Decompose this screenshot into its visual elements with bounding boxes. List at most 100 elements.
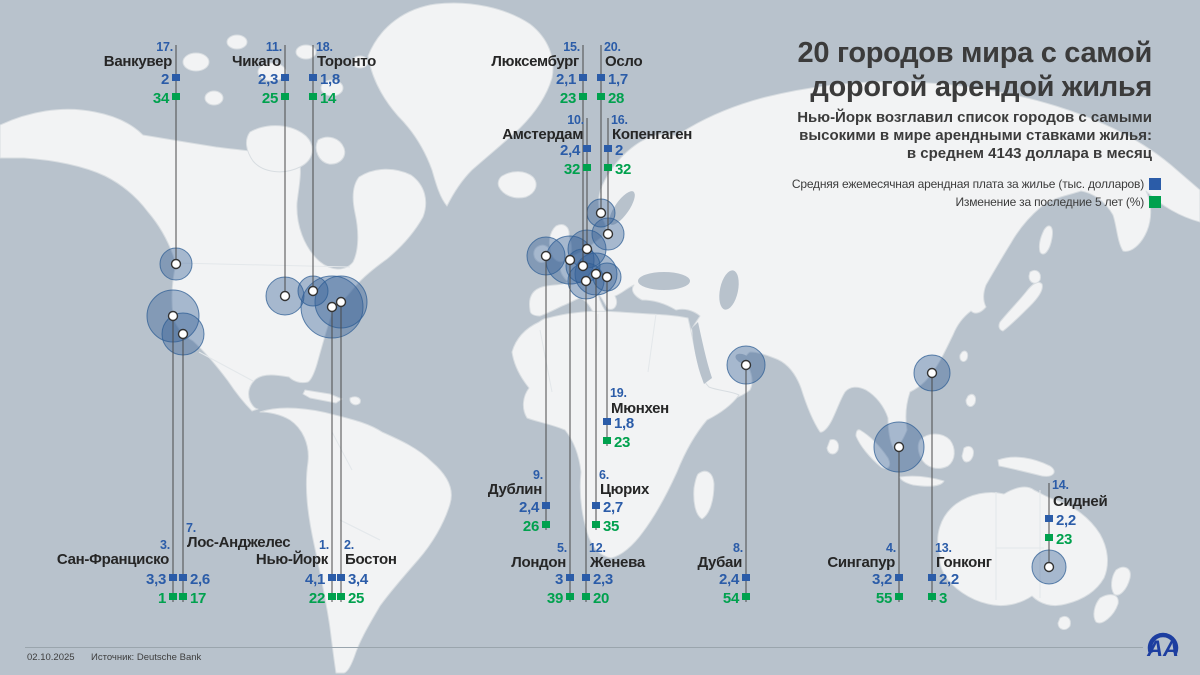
rent-marker [583, 145, 591, 152]
rent-marker [603, 418, 611, 425]
new-zealand-south-shape [1093, 594, 1119, 624]
city-change-value: 26 [522, 518, 539, 535]
page-title: 20 городов мира с самой дорогой арендой … [797, 36, 1153, 104]
arctic-island-shape [257, 62, 287, 82]
legend: Средняя ежемесячная арендная плата за жи… [792, 177, 1161, 214]
city-center-dot [577, 260, 589, 272]
source-credit: Источник: Deutsche Bank [91, 652, 202, 663]
footer-divider [25, 647, 1143, 648]
city-center-dot [601, 271, 613, 283]
city-name: Лос-Анджелес [187, 534, 291, 551]
rent-marker [172, 74, 180, 81]
city-change-value: 23 [559, 90, 576, 107]
city-name: Мюнхен [611, 400, 669, 417]
city-change-value: 28 [608, 90, 625, 107]
city-rank: 17. [156, 40, 173, 54]
change-marker [592, 521, 600, 528]
rent-marker [179, 574, 187, 581]
sri-lanka-shape [826, 439, 839, 455]
city-center-dot [1043, 561, 1055, 573]
city-center-dot [307, 285, 319, 297]
city-change-value: 25 [348, 590, 365, 607]
city-change-value: 14 [320, 90, 337, 107]
city-center-dot [177, 328, 189, 340]
rent-marker [309, 74, 317, 81]
city-rent-value: 3 [554, 571, 563, 588]
city-rank: 5. [556, 541, 567, 555]
red-sea-shape [692, 322, 712, 384]
change-marker [603, 437, 611, 444]
greenland-shape [367, 2, 554, 207]
city-rank: 18. [316, 40, 333, 54]
city-rent-value: 2,3 [593, 571, 613, 588]
city-rank: 3. [159, 538, 170, 552]
rent-marker [582, 574, 590, 581]
change-marker [172, 93, 180, 100]
rent-marker [1045, 515, 1053, 522]
city-change-value: 32 [563, 161, 580, 178]
change-marker [169, 593, 177, 600]
city-rent-value: 2 [615, 142, 624, 159]
city-rent-value: 1,7 [608, 71, 628, 88]
south-america-shape [259, 407, 452, 674]
rent-marker [169, 574, 177, 581]
city-name: Чикаго [231, 53, 281, 70]
rent-marker [597, 74, 605, 81]
city-rent-value: 3,3 [146, 571, 166, 588]
hispaniola-shape [349, 396, 361, 406]
rent-marker [328, 574, 336, 581]
arctic-island-shape [295, 44, 317, 60]
city-name: Сидней [1053, 493, 1108, 510]
city-name: Люксембург [491, 53, 579, 70]
rent-marker [579, 74, 587, 81]
city-rent-value: 2,2 [939, 571, 959, 588]
city-name: Дубаи [697, 554, 742, 571]
rent-marker [592, 502, 600, 509]
city-rent-value: 4,1 [305, 571, 325, 588]
city-center-dot [279, 290, 291, 302]
city-rank: 11. [265, 40, 282, 54]
city-rank: 10. [567, 113, 584, 127]
change-marker [309, 93, 317, 100]
city-change-value: 3 [939, 590, 948, 607]
city-name: Амстердам [502, 126, 583, 143]
city-name: Дублин [487, 481, 542, 498]
city-change-value: 39 [546, 590, 563, 607]
city-change-value: 25 [261, 90, 278, 107]
city-name: Лондон [511, 554, 566, 571]
arctic-island-shape [351, 55, 369, 69]
svg-text:AA: AA [1146, 636, 1179, 661]
city-name: Ванкувер [103, 53, 173, 70]
new-guinea-shape [997, 456, 1055, 477]
sulawesi-shape [961, 445, 974, 463]
city-rent-value: 1,8 [614, 415, 634, 432]
black-sea-shape [638, 272, 690, 290]
baltic-sea-shape [609, 191, 635, 225]
city-name: Нью-Йорк [255, 551, 328, 568]
title-line-1: 20 городов мира с самой [797, 37, 1153, 69]
city-rent-value: 3,4 [348, 571, 368, 588]
city-change-value: 1 [157, 590, 166, 607]
city-change-value: 34 [152, 90, 169, 107]
rent-marker [895, 574, 903, 581]
city-change-value: 23 [1056, 531, 1073, 548]
city-center-dot [167, 310, 179, 322]
change-marker [179, 593, 187, 600]
city-center-dot [564, 254, 576, 266]
sakhalin-shape [1038, 225, 1053, 255]
japan-shape [998, 281, 1043, 332]
city-change-value: 32 [615, 161, 632, 178]
arctic-island-shape [204, 90, 224, 106]
legend-change-row: Изменение за последние 5 лет (%) [792, 195, 1161, 209]
city-rank: 15. [563, 40, 580, 54]
city-center-dot [580, 275, 592, 287]
change-marker [542, 521, 550, 528]
city-rent-value: 2,1 [556, 71, 576, 88]
title-line-2: дорогой арендой жилья [810, 71, 1152, 103]
city-name: Сингапур [827, 554, 895, 571]
arctic-island-shape [315, 136, 346, 165]
city-center-dot [926, 367, 938, 379]
philippines-shape [965, 393, 976, 408]
